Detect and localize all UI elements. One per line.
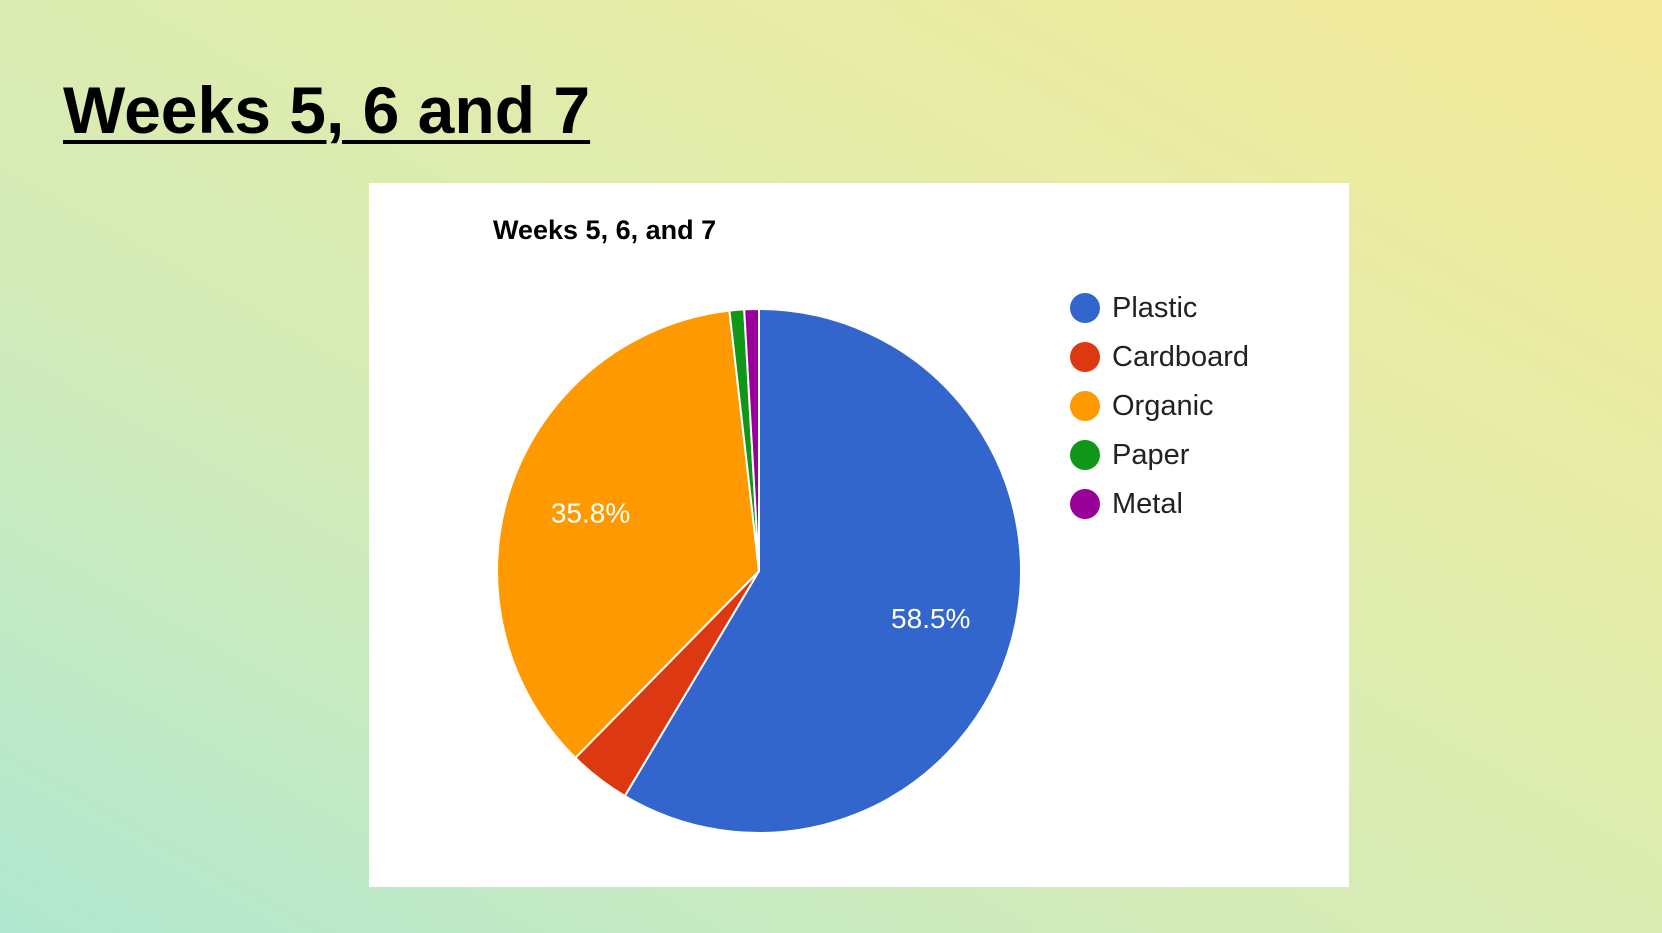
pie-slices bbox=[496, 308, 1022, 834]
legend-swatch-plastic bbox=[1070, 293, 1100, 323]
legend-swatch-cardboard bbox=[1070, 342, 1100, 372]
legend-swatch-paper bbox=[1070, 440, 1100, 470]
chart-card: Weeks 5, 6, and 7 58.5% 35.8% Plastic Card… bbox=[369, 183, 1349, 887]
legend-swatch-metal bbox=[1070, 489, 1100, 519]
pie-slice-organic bbox=[496, 309, 760, 759]
legend-item-plastic: Plastic bbox=[1070, 292, 1197, 324]
legend-label-cardboard: Cardboard bbox=[1112, 341, 1249, 373]
pie-slice-metal bbox=[743, 308, 760, 572]
pie-slice-labels: 58.5% 35.8% bbox=[551, 497, 971, 633]
legend-swatch-organic bbox=[1070, 391, 1100, 421]
pie-slice-plastic bbox=[623, 308, 1022, 834]
slide-title: Weeks 5, 6 and 7 bbox=[63, 73, 591, 147]
legend-label-paper: Paper bbox=[1112, 439, 1190, 471]
chart-legend: Plastic Cardboard Organic Paper Metal bbox=[1070, 292, 1249, 520]
legend-item-metal: Metal bbox=[1070, 488, 1183, 520]
legend-item-organic: Organic bbox=[1070, 390, 1214, 422]
legend-label-organic: Organic bbox=[1112, 390, 1214, 422]
legend-item-paper: Paper bbox=[1070, 439, 1190, 471]
slice-label-organic: 35.8% bbox=[551, 497, 630, 528]
pie-chart: Weeks 5, 6, and 7 58.5% 35.8% Plastic Card… bbox=[493, 215, 1249, 834]
legend-item-cardboard: Cardboard bbox=[1070, 341, 1249, 373]
chart-title: Weeks 5, 6, and 7 bbox=[493, 215, 716, 245]
slice-label-plastic: 58.5% bbox=[891, 603, 970, 634]
legend-label-plastic: Plastic bbox=[1112, 292, 1197, 324]
legend-label-metal: Metal bbox=[1112, 488, 1183, 520]
